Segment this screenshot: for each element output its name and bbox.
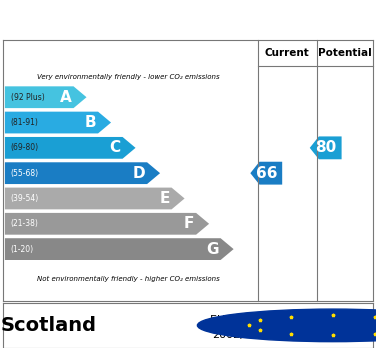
Text: (92 Plus): (92 Plus) xyxy=(11,93,44,102)
Text: EU Directive: EU Directive xyxy=(210,315,279,325)
Text: C: C xyxy=(109,140,121,155)
Text: Scotland: Scotland xyxy=(1,316,97,335)
Text: E: E xyxy=(159,191,170,206)
Text: (1-20): (1-20) xyxy=(11,245,34,254)
Text: G: G xyxy=(206,242,219,256)
Polygon shape xyxy=(5,162,160,184)
Text: (39-54): (39-54) xyxy=(11,194,39,203)
Text: Current: Current xyxy=(265,48,310,58)
Polygon shape xyxy=(5,213,209,235)
Text: 2002/91/EC: 2002/91/EC xyxy=(212,330,277,340)
Text: B: B xyxy=(85,115,96,130)
Polygon shape xyxy=(5,238,233,260)
Polygon shape xyxy=(250,162,282,184)
Polygon shape xyxy=(5,137,136,159)
Text: D: D xyxy=(133,166,145,181)
Text: 66: 66 xyxy=(256,166,277,181)
Text: Potential: Potential xyxy=(318,48,372,58)
Text: (81-91): (81-91) xyxy=(11,118,38,127)
Polygon shape xyxy=(310,136,342,159)
Text: 80: 80 xyxy=(315,140,337,155)
Text: (55-68): (55-68) xyxy=(11,169,39,178)
Polygon shape xyxy=(5,86,86,108)
Text: Very environmentally friendly - lower CO₂ emissions: Very environmentally friendly - lower CO… xyxy=(38,73,220,80)
Polygon shape xyxy=(5,112,111,133)
Text: (69-80): (69-80) xyxy=(11,143,39,152)
Text: Environmental Impact (CO₂) Rating: Environmental Impact (CO₂) Rating xyxy=(24,10,352,28)
Circle shape xyxy=(197,309,376,342)
Text: F: F xyxy=(184,216,194,231)
Text: A: A xyxy=(60,90,72,105)
Text: (21-38): (21-38) xyxy=(11,219,38,228)
Polygon shape xyxy=(5,188,185,209)
Text: Not environmentally friendly - higher CO₂ emissions: Not environmentally friendly - higher CO… xyxy=(37,276,220,282)
